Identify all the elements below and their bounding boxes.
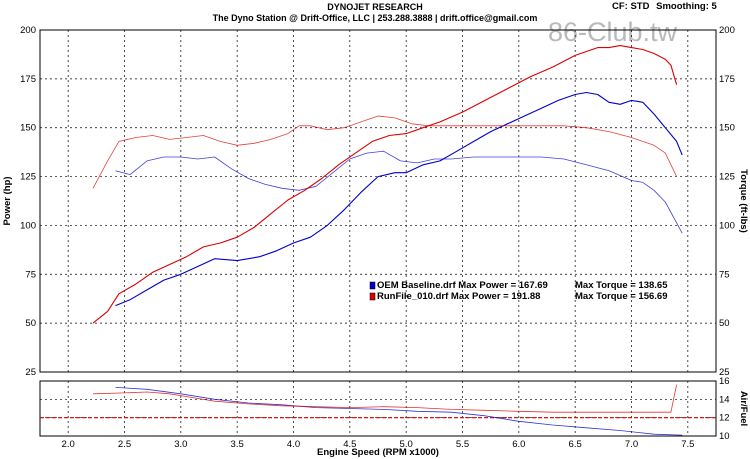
- x-tick-label: 5.5: [456, 439, 469, 450]
- y-axis-title: Power (hp): [2, 176, 13, 225]
- series-line-power: [92, 45, 678, 324]
- smoothing-label: Smoothing: 5: [656, 1, 717, 12]
- y2-tick-label: 75: [719, 269, 730, 280]
- x-tick-label: 4.5: [343, 439, 356, 450]
- y2-axis-title: Torque (ft-lbs): [738, 169, 749, 233]
- x-tick-label: 7.5: [681, 439, 694, 450]
- y-tick-label: 75: [25, 269, 36, 280]
- y-tick-label: 25: [25, 367, 36, 378]
- afr-tick-label: 14: [719, 394, 730, 405]
- main-plot-frame: [39, 29, 717, 373]
- x-tick-label: 2.5: [118, 439, 131, 450]
- watermark: 86-Club.tw: [548, 17, 678, 47]
- afr-plot-frame: [39, 380, 717, 437]
- legend-swatch: [369, 292, 376, 301]
- x-tick-label: 4.0: [287, 439, 300, 450]
- y-tick-label: 100: [20, 220, 36, 231]
- main-grid: [40, 30, 716, 372]
- series-line-torque: [115, 150, 683, 234]
- legend-entry: OEM Baseline.drf Max Power = 167.69: [377, 280, 548, 291]
- y2-tick-label: 200: [719, 25, 735, 36]
- x-tick-label: 2.0: [62, 439, 75, 450]
- series-line-power: [115, 91, 683, 307]
- y2-tick-label: 175: [719, 74, 735, 85]
- afr-tick-label: 16: [719, 376, 730, 387]
- y-tick-label: 150: [20, 123, 36, 134]
- y-tick-label: 125: [20, 172, 36, 183]
- settings-readout: CF: STD Smoothing: 5: [612, 1, 721, 12]
- x-tick-label: 6.0: [512, 439, 525, 450]
- chart-subtitle: The Dyno Station @ Drift-Office, LLC | 2…: [212, 13, 538, 23]
- afr-axis-title: Air/Fuel: [738, 391, 749, 426]
- x-tick-label: 6.5: [569, 439, 582, 450]
- x-tick-label: 7.0: [625, 439, 638, 450]
- afr-series-line: [92, 384, 677, 413]
- cf-label: CF: STD: [612, 1, 650, 12]
- series-line-torque: [92, 115, 677, 189]
- x-axis-title: Engine Speed (RPM x1000): [317, 447, 439, 458]
- legend-max-torque: Max Torque = 156.69: [575, 291, 668, 302]
- y-tick-label: 200: [20, 25, 36, 36]
- y-tick-label: 50: [25, 318, 36, 329]
- x-tick-label: 3.0: [174, 439, 187, 450]
- y-tick-label: 175: [20, 74, 36, 85]
- afr-tick-label: 10: [719, 431, 730, 442]
- legend-entry: RunFile_010.drf Max Power = 191.88: [377, 291, 540, 302]
- y2-tick-label: 50: [719, 318, 730, 329]
- y2-tick-label: 25: [719, 367, 730, 378]
- chart-title: DYNOJET RESEARCH: [327, 2, 423, 12]
- y2-tick-label: 125: [719, 172, 735, 183]
- legend-swatch: [369, 281, 376, 290]
- x-tick-label: 5.0: [400, 439, 413, 450]
- afr-tick-label: 12: [719, 413, 730, 424]
- legend-max-torque: Max Torque = 138.65: [575, 280, 668, 291]
- y2-tick-label: 100: [719, 220, 735, 231]
- afr-series-line: [115, 387, 683, 436]
- x-tick-label: 3.5: [231, 439, 244, 450]
- y2-tick-label: 150: [719, 123, 735, 134]
